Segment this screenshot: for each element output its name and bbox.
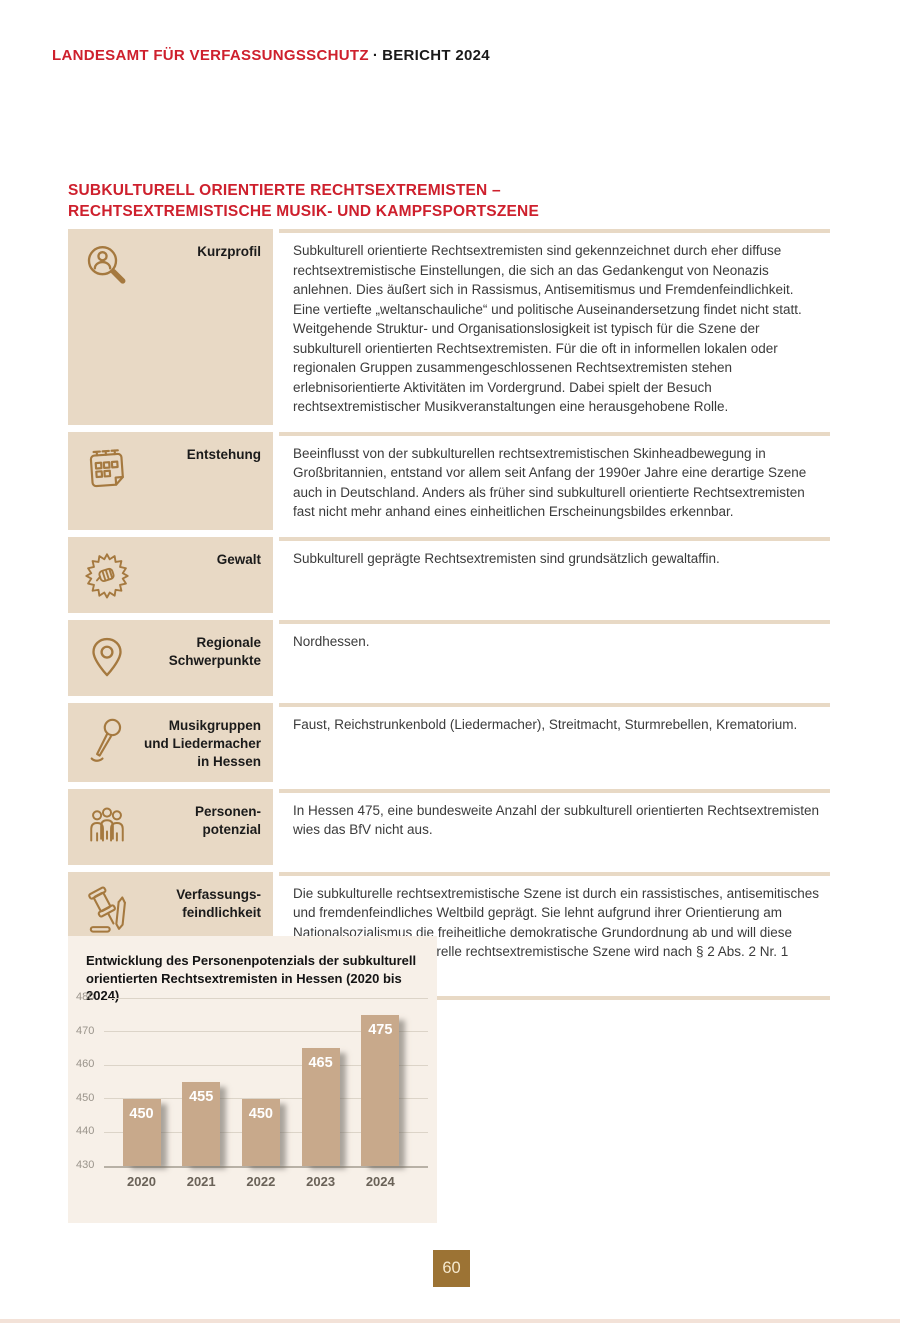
y-axis-tick-label: 460 <box>76 1058 95 1071</box>
row-label: Verfassungs- feindlichkeit <box>176 886 261 920</box>
bar-value-label: 465 <box>308 1055 333 1072</box>
chart-title: Entwicklung des Personenpotenzials der s… <box>86 953 417 1003</box>
bar-value-label: 475 <box>368 1021 393 1038</box>
bar-chart: 430 440 450 460 470 480 450 2020 455 2021 450 2022 4… <box>68 991 437 1223</box>
header-separator: · <box>372 47 379 64</box>
row-header-cell: Kurzprofil <box>68 229 273 425</box>
header-agency: LANDESAMT FÜR VERFASSUNGSSCHUTZ <box>52 47 369 64</box>
person-search-icon <box>80 240 138 294</box>
row-label: Entstehung <box>186 446 261 462</box>
y-axis-tick-label: 430 <box>76 1159 95 1171</box>
row-text-cell: Subkulturell geprägte Rechtsextremisten … <box>279 536 830 613</box>
y-axis-tick-label: 470 <box>76 1024 95 1037</box>
bar-value-label: 450 <box>248 1105 273 1122</box>
x-axis-tick-label: 2022 <box>246 1174 276 1189</box>
bar-2020: 450 <box>122 1098 161 1166</box>
bar-2021: 455 <box>182 1082 221 1166</box>
table-row-entstehung: Entstehung Beeinflusst von der subkultur… <box>68 431 830 530</box>
row-label: Musikgruppen und Liedermacher in Hessen <box>143 717 261 769</box>
table-row-verfassungsfeindlichkeit: Verfassungs- feindlichkeit Die subkultur… <box>68 871 830 989</box>
calendar-icon <box>80 443 138 497</box>
bar-2024: 475 <box>361 1014 400 1166</box>
chart-gridline <box>104 1031 428 1033</box>
row-label: Kurzprofil <box>197 244 261 259</box>
map-pin-icon <box>80 631 138 685</box>
profile-table: Kurzprofil Subkulturell orientierte Rech… <box>68 229 830 1000</box>
row-header-cell: Gewalt <box>68 536 273 613</box>
bar-value-label: 455 <box>189 1089 214 1105</box>
row-text: Subkulturell geprägte Rechtsextremisten … <box>293 550 720 566</box>
row-text: Nordhessen. <box>293 633 370 649</box>
chart-gridline <box>104 1165 428 1168</box>
page-number-badge: 60 <box>433 1250 470 1287</box>
row-text-cell: In Hessen 475, eine bundesweite Anzahl d… <box>279 788 830 865</box>
x-axis-tick-label: 2023 <box>306 1174 336 1189</box>
row-label: Gewalt <box>216 551 261 567</box>
y-axis-tick-label: 440 <box>76 1125 95 1138</box>
row-text-cell: Faust, Reichstrunkenbold (Liedermacher),… <box>279 702 830 782</box>
x-axis-tick-label: 2024 <box>365 1174 395 1189</box>
bar-2023: 465 <box>301 1048 340 1166</box>
chart-panel: Entwicklung des Personenpotenzials der s… <box>68 936 437 1223</box>
bar-2022: 450 <box>241 1098 280 1166</box>
fist-burst-icon <box>80 548 138 602</box>
header-report: BERICHT 2024 <box>382 47 490 64</box>
x-axis-tick-label: 2020 <box>127 1174 156 1189</box>
table-row-regionale-schwerpunkte: Regionale Schwerpunkte Nordhessen. <box>68 619 830 696</box>
row-text-cell: Die subkulturelle rechtsextremistische S… <box>279 871 830 989</box>
section-title: SUBKULTURELL ORIENTIERTE RECHTSEXTREMIST… <box>68 182 539 220</box>
page-bottom-edge <box>0 1319 900 1323</box>
gavel-pencil-icon <box>80 883 138 937</box>
row-text-cell: Beeinflusst von der subkulturellen recht… <box>279 431 830 530</box>
row-header-cell: Regionale Schwerpunkte <box>68 619 273 696</box>
row-text: Beeinflusst von der subkulturellen recht… <box>293 445 807 520</box>
table-row-personenpotenzial: Personen- potenzial In Hessen 475, eine … <box>68 788 830 865</box>
page-header: LANDESAMT FÜR VERFASSUNGSSCHUTZ · BERICHT … <box>52 47 490 64</box>
row-text: Subkulturell orientierte Rechtsextremist… <box>293 243 802 414</box>
people-group-icon <box>80 800 138 854</box>
row-label: Regionale Schwerpunkte <box>168 634 261 668</box>
row-text: Faust, Reichstrunkenbold (Liedermacher),… <box>293 716 798 732</box>
microphone-icon <box>80 714 138 768</box>
row-label: Personen- potenzial <box>194 803 261 837</box>
row-header-cell: Personen- potenzial <box>68 788 273 865</box>
x-axis-tick-label: 2021 <box>186 1174 216 1189</box>
chart-gridline <box>104 1064 428 1066</box>
row-header-cell: Musikgruppen und Liedermacher in Hessen <box>68 702 273 782</box>
row-text-cell: Nordhessen. <box>279 619 830 696</box>
y-axis-tick-label: 450 <box>76 1091 95 1104</box>
row-text-cell: Subkulturell orientierte Rechtsextremist… <box>279 229 830 425</box>
table-row-musikgruppen: Musikgruppen und Liedermacher in Hessen … <box>68 702 830 782</box>
y-axis-tick-label: 480 <box>76 991 95 1003</box>
row-text: In Hessen 475, eine bundesweite Anzahl d… <box>293 802 820 838</box>
bar-value-label: 450 <box>129 1105 154 1122</box>
chart-gridline <box>104 997 428 999</box>
table-bottom-border <box>68 996 830 1000</box>
table-row-kurzprofil: Kurzprofil Subkulturell orientierte Rech… <box>68 229 830 425</box>
row-header-cell: Entstehung <box>68 431 273 530</box>
table-row-gewalt: Gewalt Subkulturell geprägte Rechtsextre… <box>68 536 830 613</box>
